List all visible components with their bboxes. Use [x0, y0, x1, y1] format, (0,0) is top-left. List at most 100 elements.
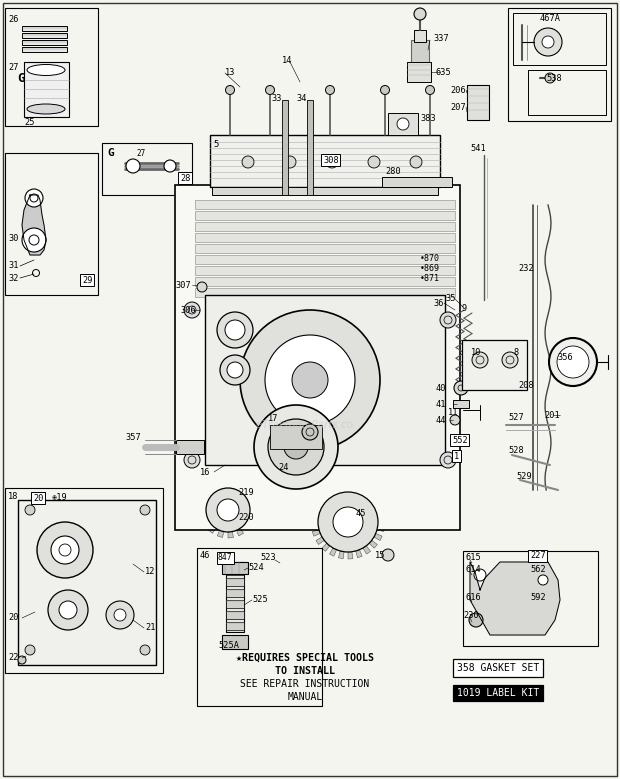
Polygon shape [202, 518, 210, 526]
Circle shape [226, 86, 234, 94]
Polygon shape [316, 537, 324, 545]
Text: 33: 33 [272, 93, 282, 103]
Bar [175, 185, 460, 530]
Circle shape [48, 590, 88, 630]
Polygon shape [366, 492, 374, 501]
Text: 230: 230 [463, 612, 479, 621]
Text: 219: 219 [238, 488, 254, 496]
Circle shape [534, 28, 562, 56]
Polygon shape [319, 496, 327, 504]
Text: 20: 20 [33, 494, 43, 502]
Text: 25: 25 [24, 118, 35, 126]
Circle shape [51, 536, 79, 564]
Polygon shape [250, 505, 256, 510]
Circle shape [440, 312, 456, 328]
Text: 308: 308 [323, 156, 339, 164]
Bar [467, 85, 489, 120]
Polygon shape [374, 534, 382, 541]
Text: 1: 1 [454, 452, 459, 460]
Text: 29: 29 [82, 276, 92, 284]
Polygon shape [240, 487, 248, 495]
Bar [24, 62, 69, 117]
Text: 8: 8 [514, 347, 520, 357]
Text: ✙19: ✙19 [52, 492, 68, 502]
Polygon shape [352, 485, 358, 493]
Text: 562: 562 [530, 566, 546, 574]
Polygon shape [348, 552, 353, 559]
Circle shape [545, 73, 555, 83]
Text: MANUAL: MANUAL [288, 692, 322, 702]
Circle shape [425, 86, 435, 94]
Text: SEE REPAIR INSTRUCTION: SEE REPAIR INSTRUCTION [241, 679, 370, 689]
Text: 11: 11 [448, 407, 459, 417]
Text: 5: 5 [213, 139, 218, 149]
Polygon shape [363, 546, 371, 554]
Circle shape [265, 86, 275, 94]
Bar [508, 8, 611, 121]
Polygon shape [334, 486, 340, 495]
Text: 280: 280 [385, 167, 401, 175]
Circle shape [106, 601, 134, 629]
Circle shape [37, 522, 93, 578]
Bar [5, 153, 98, 295]
Bar [226, 562, 244, 632]
Text: 27: 27 [136, 149, 145, 157]
Circle shape [140, 505, 150, 515]
Text: 34: 34 [297, 93, 308, 103]
Polygon shape [372, 499, 380, 507]
Text: 1019 LABEL KIT: 1019 LABEL KIT [457, 688, 539, 698]
Bar [226, 589, 244, 597]
Text: 383: 383 [420, 114, 436, 122]
Text: 232: 232 [518, 263, 534, 273]
Circle shape [382, 549, 394, 561]
Circle shape [450, 415, 460, 425]
Text: 26: 26 [8, 15, 19, 23]
Bar [222, 562, 248, 574]
Bar [513, 13, 606, 65]
Bar [22, 47, 67, 52]
Text: 31: 31 [8, 260, 19, 270]
Text: 541: 541 [470, 143, 485, 153]
Bar [195, 200, 455, 209]
Text: G: G [17, 72, 25, 84]
Circle shape [549, 338, 597, 386]
Circle shape [240, 310, 380, 450]
Text: 529: 529 [516, 471, 532, 481]
Text: 208: 208 [518, 380, 534, 390]
Polygon shape [378, 517, 385, 522]
Bar [528, 70, 606, 115]
Circle shape [268, 419, 324, 475]
Text: 306: 306 [180, 305, 196, 315]
Text: 35: 35 [445, 294, 456, 302]
Polygon shape [22, 195, 46, 255]
Circle shape [326, 156, 338, 168]
Circle shape [22, 228, 46, 252]
Text: •871: •871 [420, 273, 440, 283]
Bar [382, 177, 452, 187]
Bar [210, 135, 440, 187]
Polygon shape [339, 551, 344, 559]
Bar [195, 288, 455, 297]
Circle shape [164, 160, 176, 172]
Polygon shape [470, 562, 560, 635]
Text: 15: 15 [375, 552, 386, 561]
Text: eTraktada Parts.co: eTraktada Parts.co [257, 420, 353, 430]
Polygon shape [200, 510, 206, 516]
Text: 356: 356 [557, 353, 573, 361]
Text: 207: 207 [450, 103, 466, 111]
Text: 27: 27 [8, 62, 19, 72]
Text: 615: 615 [465, 554, 480, 562]
Bar [270, 425, 322, 449]
Polygon shape [200, 499, 208, 506]
Circle shape [225, 320, 245, 340]
Circle shape [217, 312, 253, 348]
Circle shape [333, 507, 363, 537]
Bar [195, 277, 455, 286]
Circle shape [502, 352, 518, 368]
Text: 14: 14 [282, 55, 293, 65]
Bar [282, 100, 288, 195]
Text: G: G [107, 148, 113, 158]
Bar [205, 295, 445, 465]
Text: 46: 46 [200, 551, 211, 559]
Text: 528: 528 [508, 446, 524, 454]
